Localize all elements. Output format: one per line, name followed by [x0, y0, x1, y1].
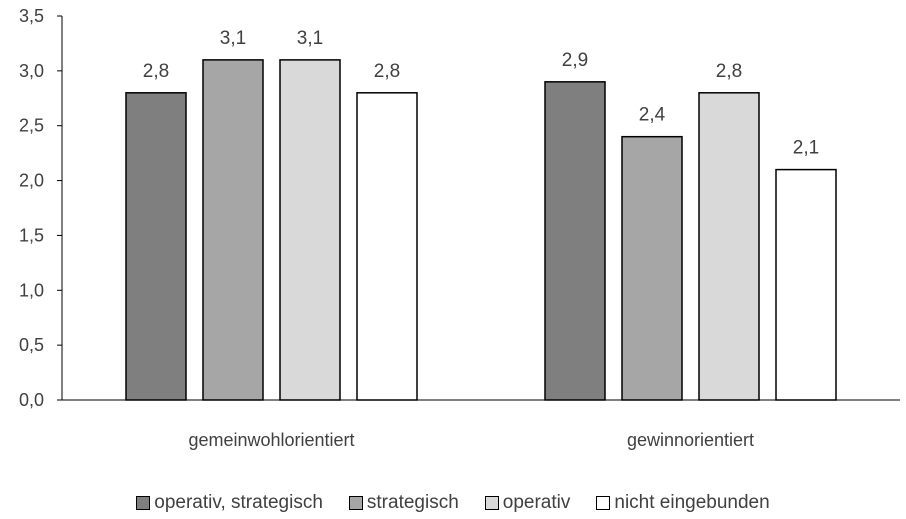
x-tick-label: gewinnorientiert	[627, 430, 754, 450]
legend-item-operativ: operativ	[484, 492, 571, 514]
y-tick-label: 1,5	[19, 225, 44, 245]
legend: operativ, strategisch strategisch operat…	[0, 492, 906, 514]
legend-label: operativ, strategisch	[154, 492, 323, 513]
y-tick-label: 1,0	[19, 280, 44, 300]
x-tick-label: gemeinwohlorientiert	[188, 430, 354, 450]
bar	[621, 135, 683, 401]
legend-swatch	[484, 496, 499, 510]
data-label: 2,1	[793, 138, 819, 159]
data-label: 2,8	[374, 61, 400, 82]
bar	[125, 92, 187, 401]
y-tick-label: 3,0	[19, 61, 44, 81]
data-label: 2,8	[716, 61, 742, 82]
bar	[775, 168, 837, 401]
legend-label: strategisch	[366, 492, 459, 513]
y-tick-label: 3,5	[19, 6, 44, 26]
bar	[356, 92, 418, 401]
data-label: 3,1	[220, 28, 246, 49]
legend-swatch	[596, 496, 611, 510]
legend-item-operativ-strategisch: operativ, strategisch	[136, 492, 323, 514]
legend-label: nicht eingebunden	[614, 492, 770, 513]
legend-item-strategisch: strategisch	[348, 492, 459, 514]
bar	[202, 59, 264, 401]
legend-swatch	[348, 496, 363, 510]
y-tick-label: 2,0	[19, 171, 44, 191]
data-label: 2,9	[562, 50, 588, 71]
bar-chart: 0,0 0,5 1,0 1,5 2,0 2,5 3,0 3,5 2,8 3,1 3,1 2,8 geme…	[19, 6, 900, 450]
y-tick-label: 2,5	[19, 116, 44, 136]
y-tick-label: 0,0	[19, 390, 44, 410]
data-label: 2,4	[639, 105, 666, 126]
data-label: 3,1	[297, 28, 323, 49]
bar	[279, 59, 341, 401]
bar	[698, 92, 760, 401]
legend-swatch	[136, 496, 151, 510]
y-tick-label: 0,5	[19, 335, 44, 355]
bar	[544, 81, 606, 401]
data-label: 2,8	[143, 61, 169, 82]
legend-item-nicht-eingebunden: nicht eingebunden	[596, 492, 770, 514]
legend-label: operativ	[502, 492, 571, 513]
